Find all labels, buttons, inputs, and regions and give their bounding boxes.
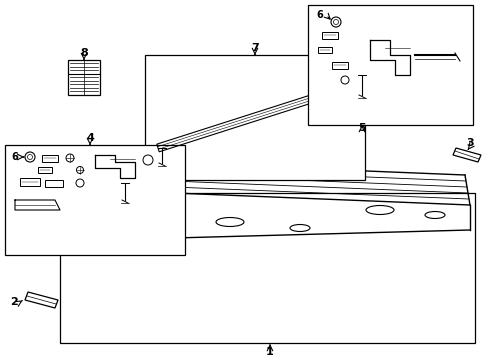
- Bar: [45, 180, 63, 187]
- Text: 5: 5: [357, 123, 365, 133]
- Text: 1: 1: [265, 347, 273, 357]
- Bar: [68, 60, 100, 95]
- Text: 4: 4: [86, 133, 94, 143]
- Text: 6: 6: [316, 10, 323, 20]
- Bar: [5, 145, 184, 255]
- Text: 2: 2: [10, 297, 18, 307]
- Bar: [145, 55, 364, 180]
- Bar: [331, 62, 347, 68]
- Bar: [38, 167, 52, 173]
- Bar: [307, 5, 472, 125]
- Bar: [317, 47, 331, 53]
- Text: 7: 7: [251, 43, 258, 53]
- Bar: [42, 154, 58, 162]
- Text: 3: 3: [465, 138, 473, 148]
- Bar: [60, 193, 474, 343]
- Text: 6: 6: [12, 152, 19, 162]
- Bar: [321, 31, 337, 39]
- Bar: [20, 178, 40, 186]
- Text: 8: 8: [80, 48, 88, 58]
